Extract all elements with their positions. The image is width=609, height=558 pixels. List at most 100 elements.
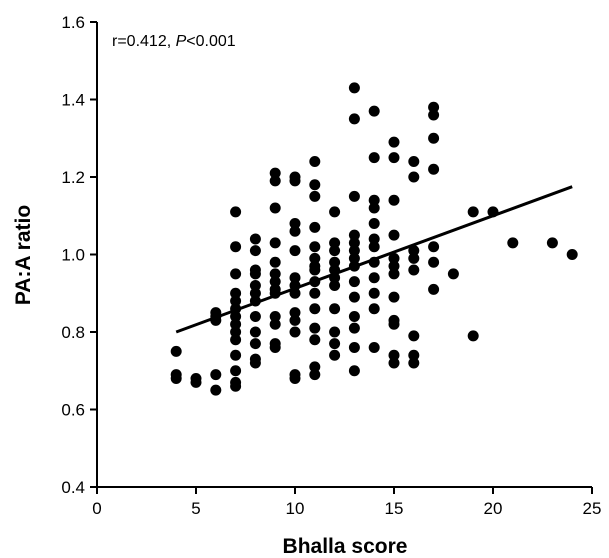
data-point: [309, 334, 321, 346]
data-point: [388, 318, 400, 330]
data-point: [230, 241, 242, 253]
data-point: [230, 349, 242, 361]
data-point: [368, 152, 380, 164]
x-tick-label: 15: [385, 499, 404, 518]
data-point: [269, 342, 281, 353]
data-point: [289, 175, 301, 187]
data-point: [289, 373, 301, 384]
data-point: [170, 373, 182, 384]
y-tick-label: 1.6: [61, 13, 85, 32]
data-point: [329, 349, 341, 361]
data-point: [249, 357, 261, 369]
y-tick-label: 1.0: [61, 246, 85, 265]
data-point: [289, 218, 301, 229]
data-point: [269, 237, 281, 249]
data-point: [309, 287, 321, 299]
data-point: [368, 342, 380, 353]
data-point: [408, 171, 420, 183]
data-point: [408, 330, 420, 342]
annotation-r: r=0.412,: [112, 33, 176, 50]
data-point: [348, 365, 360, 377]
data-point: [368, 194, 380, 206]
data-point: [348, 276, 360, 288]
data-point: [170, 345, 182, 357]
data-point: [447, 268, 459, 280]
data-point: [428, 256, 440, 268]
data-point: [428, 101, 440, 113]
data-point: [348, 342, 360, 353]
data-point: [309, 369, 321, 381]
data-point: [309, 322, 321, 334]
data-point: [368, 105, 380, 117]
data-point: [269, 175, 281, 187]
data-point: [428, 163, 440, 175]
data-point: [309, 252, 321, 264]
data-point: [249, 268, 261, 280]
data-point: [388, 229, 400, 241]
data-point: [329, 206, 341, 218]
data-point: [388, 349, 400, 361]
data-point: [289, 225, 301, 237]
data-point: [210, 369, 222, 381]
data-point: [249, 287, 261, 299]
data-point: [368, 202, 380, 214]
data-point: [348, 190, 360, 202]
annotation-p-symbol: P: [176, 33, 187, 50]
data-points: [170, 82, 578, 396]
annotation-p-value: <0.001: [186, 33, 235, 50]
data-point: [467, 206, 479, 218]
data-point: [230, 318, 242, 330]
x-tick-label: 10: [286, 499, 305, 518]
y-tick-label: 0.8: [61, 323, 85, 342]
data-point: [408, 349, 420, 361]
data-point: [269, 202, 281, 214]
data-point: [309, 156, 321, 167]
data-point: [269, 276, 281, 288]
x-tick-label: 20: [484, 499, 503, 518]
data-point: [249, 233, 261, 245]
data-point: [329, 326, 341, 338]
data-point: [348, 311, 360, 322]
x-ticks: 0 5 10 15 20 25: [92, 487, 601, 518]
data-point: [348, 237, 360, 249]
data-point: [388, 194, 400, 206]
correlation-annotation: r=0.412, P<0.001: [112, 33, 236, 50]
data-point: [269, 311, 281, 322]
data-point: [348, 245, 360, 257]
data-point: [329, 303, 341, 315]
data-point: [210, 384, 222, 396]
data-point: [428, 132, 440, 144]
data-point: [368, 303, 380, 315]
y-tick-label: 0.4: [61, 478, 85, 497]
x-axis-title: Bhalla score: [283, 535, 408, 558]
data-point: [230, 287, 242, 299]
x-axis: 0 5 10 15 20 25: [90, 486, 601, 518]
data-point: [289, 245, 301, 257]
data-point: [230, 365, 242, 377]
data-point: [348, 322, 360, 334]
data-point: [309, 179, 321, 191]
data-point: [428, 109, 440, 121]
data-point: [269, 318, 281, 330]
data-point: [249, 326, 261, 338]
data-point: [249, 280, 261, 291]
data-point: [269, 268, 281, 280]
data-point: [408, 264, 420, 276]
data-point: [289, 326, 301, 338]
data-point: [329, 237, 341, 249]
data-point: [388, 357, 400, 369]
data-point: [309, 241, 321, 253]
x-tick-label: 25: [583, 499, 602, 518]
data-point: [249, 338, 261, 350]
data-point: [348, 291, 360, 303]
data-point: [388, 291, 400, 303]
y-tick-label: 1.2: [61, 168, 85, 187]
data-point: [289, 307, 301, 319]
data-point: [309, 221, 321, 233]
data-point: [388, 136, 400, 148]
data-point: [428, 283, 440, 295]
data-point: [408, 252, 420, 264]
data-point: [329, 338, 341, 350]
x-tick-label: 0: [92, 499, 101, 518]
